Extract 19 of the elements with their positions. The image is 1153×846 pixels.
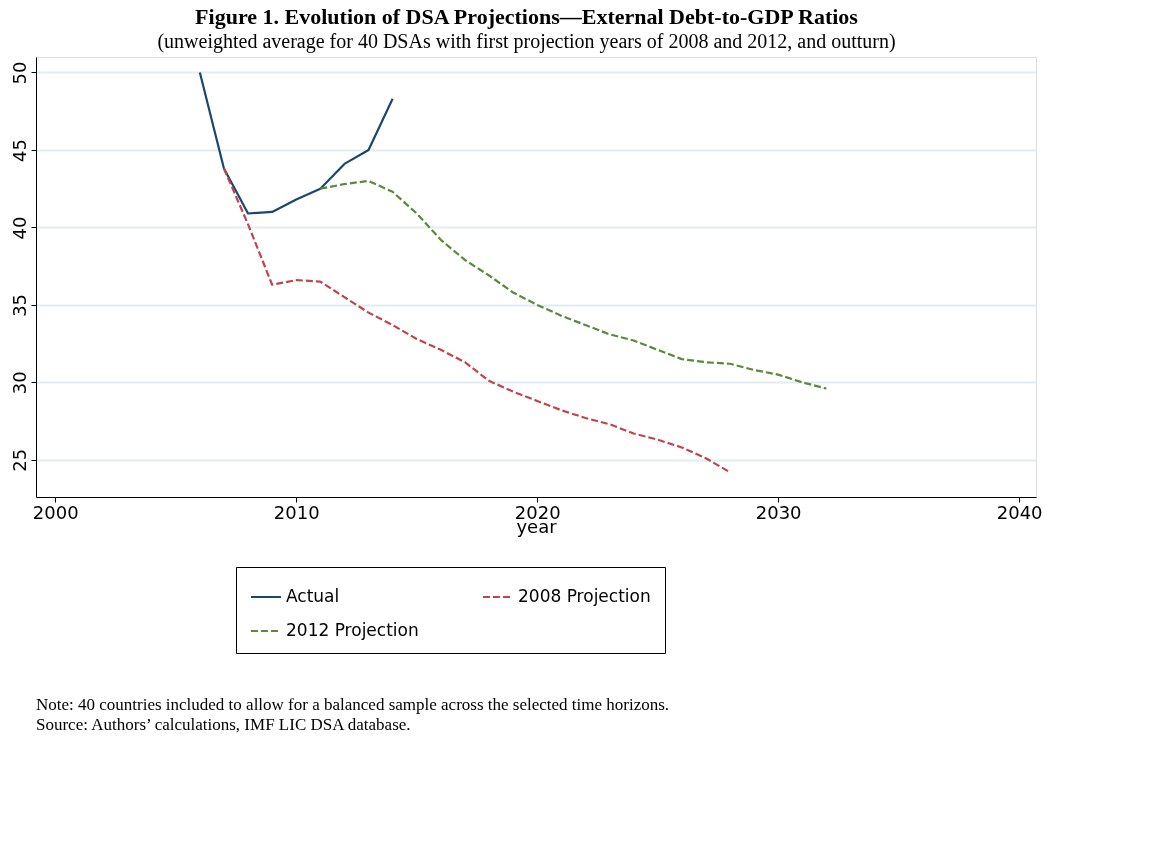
text: Note: 40 countries included to allow for a balanced sample across the selected time horizons. [36, 695, 670, 714]
y-tick-label: 35 [8, 293, 30, 317]
legend-label: 2012 Projection [286, 620, 419, 640]
source-note: Source: Authors’ calculations, IMF LIC DSA database. [36, 715, 411, 734]
line-series [319, 179, 828, 390]
y-tick-label: 40 [8, 216, 30, 240]
y-tick-label: 25 [8, 448, 30, 472]
x-tick-label: 2030 [755, 501, 802, 523]
legend-label: 2008 Projection [518, 586, 651, 606]
line-series [198, 71, 394, 215]
y-tick-label: 50 [8, 61, 30, 85]
chart-title: Figure 1. Evolution of DSA Projections—External Debt-to-GDP Ratios [195, 3, 859, 29]
y-tick-label: 45 [8, 139, 30, 162]
chart-subtitle: (unweighted average for 40 DSAs with first projection years of 2008 and 2012, and outturn) [157, 29, 896, 53]
x-tick-label: 2040 [996, 501, 1043, 523]
y-tick-label: 30 [8, 371, 30, 395]
x-tick-label: 2000 [32, 501, 79, 523]
legend-label: Actual [286, 586, 340, 606]
x-tick-label: 2010 [273, 501, 320, 523]
